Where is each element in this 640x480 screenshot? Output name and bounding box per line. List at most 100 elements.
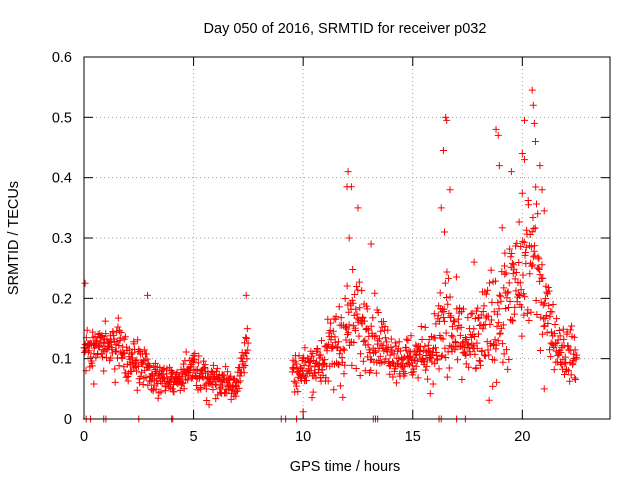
data-point (351, 291, 359, 299)
data-point (390, 350, 398, 358)
data-point (133, 386, 141, 394)
data-point (115, 362, 123, 370)
data-point (529, 101, 537, 109)
data-point (180, 385, 188, 393)
data-point (548, 340, 556, 348)
data-point (486, 279, 494, 287)
data-point (150, 381, 158, 389)
data-point (508, 316, 516, 324)
data-point (136, 379, 144, 387)
data-point (348, 296, 356, 304)
data-point (485, 351, 493, 359)
data-point (173, 368, 181, 376)
data-point (144, 291, 152, 299)
data-point (361, 336, 369, 344)
data-point-layer (80, 86, 581, 423)
data-point (336, 350, 344, 358)
data-point (106, 338, 114, 346)
data-point (342, 323, 350, 331)
data-point (384, 326, 392, 334)
data-point (407, 332, 415, 340)
data-point (111, 378, 119, 386)
data-point (243, 325, 251, 333)
data-point (375, 335, 383, 343)
data-point (532, 297, 540, 305)
data-point (202, 385, 210, 393)
data-point (369, 314, 377, 322)
data-point (553, 315, 561, 323)
data-point (134, 362, 142, 370)
data-point (536, 271, 544, 279)
data-point (344, 329, 352, 337)
data-point (330, 386, 338, 394)
data-point (370, 332, 378, 340)
data-point (349, 299, 357, 307)
data-point (494, 337, 502, 345)
data-point (324, 377, 332, 385)
data-point (241, 362, 249, 370)
data-point (178, 379, 186, 387)
data-point (383, 338, 391, 346)
data-point (239, 363, 247, 371)
data-point (190, 357, 198, 365)
x-tick-label: 10 (295, 429, 311, 445)
data-point (545, 287, 553, 295)
data-point (501, 270, 509, 278)
data-point (499, 358, 507, 366)
data-point (448, 323, 456, 331)
data-point (324, 315, 332, 323)
data-point (527, 308, 535, 316)
data-point (491, 336, 499, 344)
data-point (473, 307, 481, 315)
data-point (385, 362, 393, 370)
data-point (432, 344, 439, 352)
data-point (201, 361, 209, 369)
data-point (437, 204, 445, 212)
x-tick-label: 15 (405, 429, 421, 445)
data-point (200, 364, 208, 372)
data-point (517, 242, 525, 250)
data-point (139, 381, 147, 389)
data-point (540, 299, 548, 307)
data-point (573, 351, 581, 359)
data-point (532, 183, 540, 191)
data-point (506, 298, 514, 306)
data-point (120, 363, 128, 371)
data-point (441, 317, 449, 325)
data-point (521, 116, 529, 124)
data-point (547, 328, 555, 336)
data-point (138, 368, 146, 376)
data-point (309, 388, 317, 396)
data-point (500, 350, 508, 358)
data-point (392, 379, 400, 387)
data-point (521, 156, 529, 164)
data-point (351, 327, 359, 335)
data-point (519, 237, 527, 245)
data-point (379, 342, 387, 350)
data-point (492, 125, 500, 133)
data-point (494, 299, 502, 307)
data-point (169, 369, 177, 377)
y-tick-label: 0.5 (52, 110, 72, 126)
data-point (531, 137, 539, 145)
data-point (458, 376, 466, 384)
data-point (535, 255, 543, 263)
data-point (456, 304, 464, 312)
data-point (441, 279, 449, 287)
data-point (445, 274, 453, 282)
data-point (199, 374, 207, 382)
data-point (454, 315, 462, 323)
data-point (429, 380, 437, 388)
data-point (531, 242, 539, 250)
data-point (525, 201, 533, 209)
data-point (292, 379, 300, 387)
data-point (570, 333, 578, 341)
data-point (178, 373, 186, 381)
data-point (170, 388, 178, 396)
data-point (550, 344, 558, 352)
data-point (124, 377, 132, 385)
data-point (484, 312, 492, 320)
data-point (426, 390, 434, 398)
data-point (142, 373, 150, 381)
data-point (463, 341, 471, 349)
